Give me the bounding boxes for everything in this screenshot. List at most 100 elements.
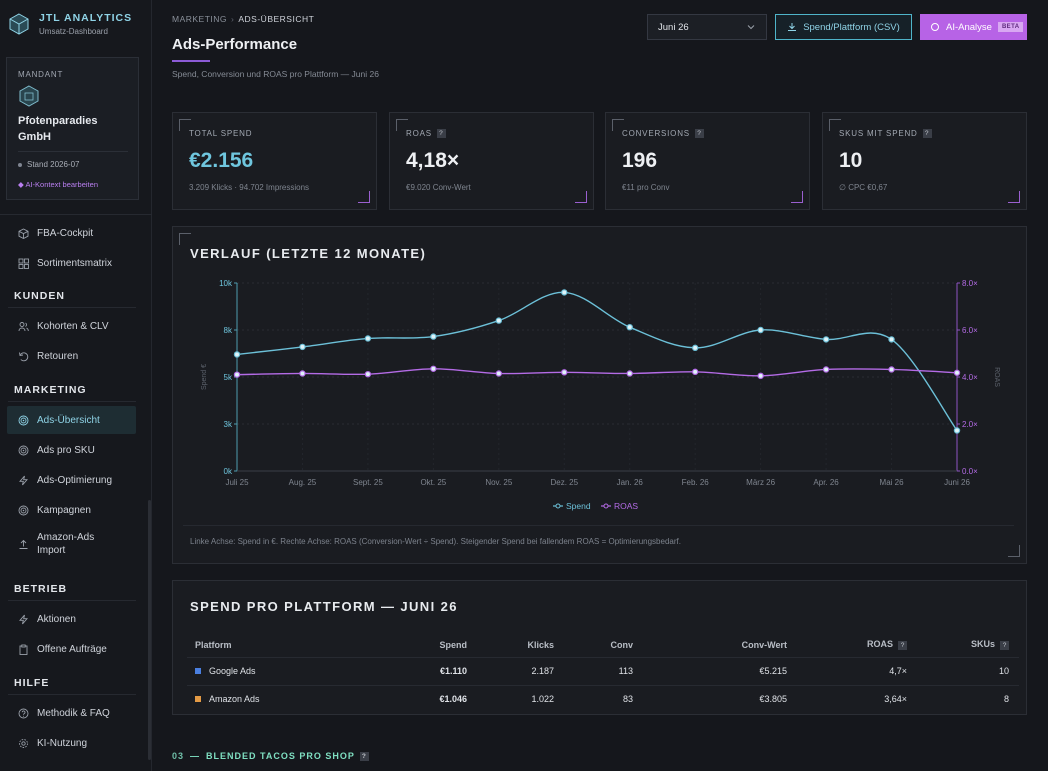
tenant-label: MANDANT xyxy=(18,70,64,79)
platform-name: Google Ads xyxy=(209,666,256,676)
tenant-stand: Stand 2026-07 xyxy=(18,160,80,169)
bolt-icon xyxy=(19,614,28,624)
y-left-tick-label: 0k xyxy=(224,467,233,476)
chevron-down-icon xyxy=(747,25,755,30)
column-header-label: Klicks xyxy=(527,639,554,650)
corner-decoration xyxy=(179,233,191,245)
title-underline xyxy=(172,60,210,62)
chart-title: VERLAUF (LETZTE 12 MONATE) xyxy=(190,246,427,261)
data-point-spend xyxy=(953,427,961,434)
data-point-spend xyxy=(757,326,764,334)
data-point-spend xyxy=(626,323,633,331)
legend-label: Spend xyxy=(566,501,591,511)
sidebar-item-kohorten-clv[interactable]: Kohorten & CLV xyxy=(7,312,136,340)
y-right-tick-label: 4.0× xyxy=(962,373,978,382)
sidebar-item-ads-optimierung[interactable]: Ads-Optimierung xyxy=(7,466,136,494)
section-title: BLENDED TACOS PRO SHOP xyxy=(206,751,355,761)
sidebar-item-amazon-ads-import[interactable]: Amazon-Ads Import xyxy=(7,526,136,562)
sidebar-item-methodik-faq[interactable]: Methodik & FAQ xyxy=(7,699,136,727)
divider xyxy=(183,525,1014,526)
cube-logo-icon xyxy=(9,13,29,35)
sidebar-item-sortimentsmatrix[interactable]: Sortimentsmatrix xyxy=(7,249,136,277)
column-header[interactable]: Conv xyxy=(564,633,643,657)
month-select[interactable]: Juni 26 xyxy=(647,14,767,40)
nav-section-heading: KUNDEN xyxy=(14,290,65,302)
cell-value: 83 xyxy=(622,694,633,705)
legend-marker xyxy=(555,503,561,509)
sidebar-item-offene-aufträge[interactable]: Offene Aufträge xyxy=(7,635,136,663)
help-icon[interactable]: ? xyxy=(922,129,932,138)
breadcrumb-item[interactable]: MARKETING xyxy=(172,14,228,24)
help-icon[interactable]: ? xyxy=(694,129,704,138)
brand[interactable]: JTL ANALYTICS Umsatz-Dashboard xyxy=(8,12,132,36)
corner-decoration xyxy=(1008,545,1020,557)
sidebar-item-label: FBA-Cockpit xyxy=(37,227,94,239)
x-tick-label: Sept. 25 xyxy=(353,478,383,487)
cell-value: €1.110 xyxy=(439,666,467,676)
bolt-icon xyxy=(19,475,28,485)
x-tick-label: Mai 26 xyxy=(880,478,905,487)
column-header-label: Conv-Wert xyxy=(741,639,787,650)
sparkle-icon xyxy=(931,23,939,31)
column-header[interactable]: Spend xyxy=(327,633,477,657)
table-row[interactable]: Amazon Ads €1.046 1.022 83 €3.805 3,64× 8 xyxy=(187,684,1019,713)
column-header-label: Platform xyxy=(195,639,232,650)
corner-decoration xyxy=(575,191,587,203)
column-header[interactable]: Conv-Wert xyxy=(643,633,797,657)
x-tick-label: Juni 26 xyxy=(944,478,970,487)
platform-color-swatch xyxy=(195,696,201,703)
ai-context-link[interactable]: ◆ AI-Kontext bearbeiten xyxy=(18,180,98,189)
cell-value: 3,64× xyxy=(884,694,907,705)
data-point-roas xyxy=(561,369,568,376)
platform-name: Amazon Ads xyxy=(209,694,260,705)
column-header[interactable]: ROAS? xyxy=(797,633,917,657)
table-cell: 1.022 xyxy=(477,684,564,713)
divider xyxy=(8,694,136,695)
y-right-tick-label: 8.0× xyxy=(962,279,978,288)
sidebar-item-fba-cockpit[interactable]: FBA-Cockpit xyxy=(7,219,136,247)
divider xyxy=(0,214,152,215)
sidebar-item-label: Sortimentsmatrix xyxy=(37,257,113,269)
sidebar-item-label: Amazon-Ads Import xyxy=(37,532,95,556)
sidebar-item-label: Ads-Optimierung xyxy=(37,474,113,486)
sidebar-item-retouren[interactable]: Retouren xyxy=(7,342,136,370)
column-header[interactable]: Klicks xyxy=(477,633,564,657)
help-icon[interactable]: ? xyxy=(1000,641,1009,651)
table-cell: 8 xyxy=(917,684,1019,713)
section-dash: — xyxy=(190,751,201,761)
cell-value: €1.046 xyxy=(439,694,467,705)
table-cell: 83 xyxy=(564,684,643,713)
sidebar-item-ki-nutzung[interactable]: KI-Nutzung xyxy=(7,729,136,757)
column-header[interactable]: Platform xyxy=(187,633,327,657)
month-select-value: Juni 26 xyxy=(658,21,689,33)
sidebar-item-ads-pro-sku[interactable]: Ads pro SKU xyxy=(7,436,136,464)
column-header-label: SKUs xyxy=(970,639,995,650)
column-header-label: Conv xyxy=(610,639,634,650)
help-icon[interactable]: ? xyxy=(436,129,446,138)
ai-analysis-button[interactable]: AI-Analyse BETA xyxy=(920,14,1027,40)
kpi-card-roas: ROAS? 4,18× €9.020 Conv-Wert xyxy=(389,112,594,210)
column-header[interactable]: SKUs? xyxy=(917,633,1019,657)
data-point-roas xyxy=(953,369,961,376)
platform-table: Platform Spend Klicks Conv Conv-Wert ROAS? SKU… xyxy=(187,633,1019,713)
sidebar-item-kampagnen[interactable]: Kampagnen xyxy=(7,496,136,524)
kpi-value: 196 xyxy=(622,149,658,172)
sidebar-item-aktionen[interactable]: Aktionen xyxy=(7,605,136,633)
y-left-tick-label: 10k xyxy=(219,279,233,288)
help-icon[interactable]: ? xyxy=(359,751,369,761)
corner-decoration xyxy=(791,191,803,203)
sidebar-item-label: KI-Nutzung xyxy=(37,737,88,749)
sidebar-item-label: Kampagnen xyxy=(37,504,91,516)
sidebar-scrollbar[interactable] xyxy=(148,500,151,760)
help-icon[interactable]: ? xyxy=(898,641,907,651)
kpi-label-text: ROAS xyxy=(406,129,432,138)
target-icon xyxy=(18,415,29,425)
table-row[interactable]: Google Ads €1.110 2.187 113 €5.215 4,7× 10 xyxy=(187,656,1019,685)
section-heading-tacos: 03 — BLENDED TACOS PRO SHOP ? xyxy=(172,751,369,761)
download-icon xyxy=(788,23,797,31)
sidebar-item-ads-übersicht[interactable]: Ads-Übersicht xyxy=(7,406,136,434)
y-left-tick-label: 3k xyxy=(224,420,233,429)
export-csv-button[interactable]: Spend/Plattform (CSV) xyxy=(775,14,912,40)
series-line-roas xyxy=(236,368,958,377)
cell-value: €3.805 xyxy=(759,694,787,705)
